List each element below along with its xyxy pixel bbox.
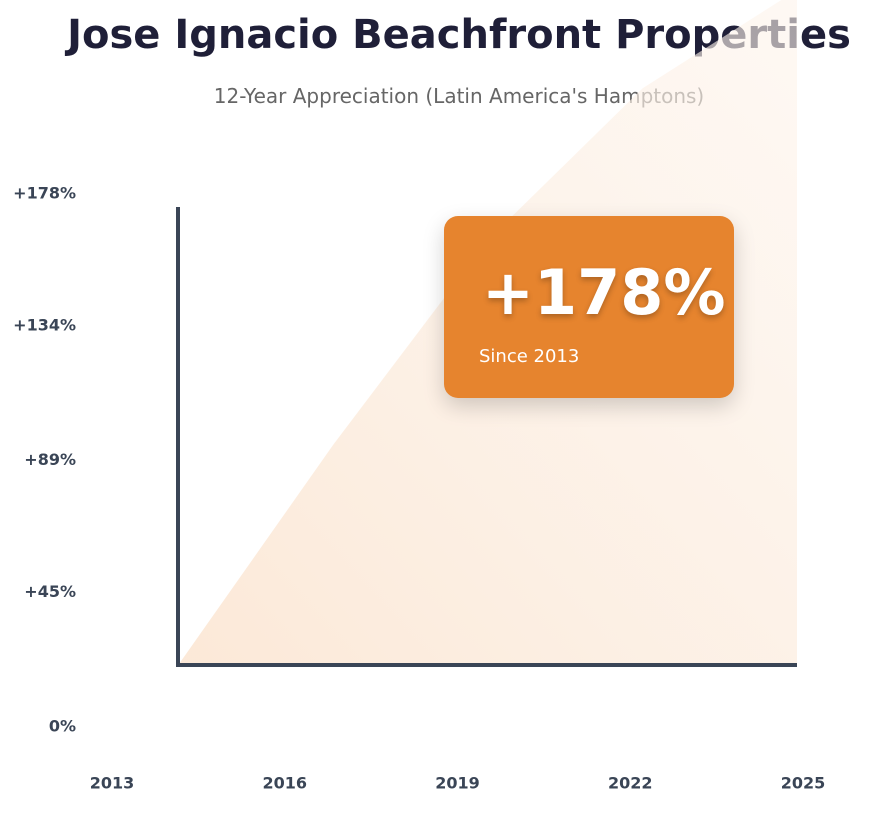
- x-tick-label: 2019: [435, 774, 480, 793]
- chart-subtitle: 12-Year Appreciation (Latin America's Ha…: [213, 84, 705, 108]
- y-tick-label: +45%: [24, 582, 76, 601]
- y-tick-label: +89%: [24, 450, 76, 469]
- x-tick-label: 2013: [90, 774, 135, 793]
- x-tick-label: 2016: [263, 774, 308, 793]
- y-tick-label: +134%: [13, 315, 76, 334]
- x-tick-label: 2022: [608, 774, 653, 793]
- total-appreciation-callout: +178% Since 2013: [444, 216, 734, 398]
- callout-caption: Since 2013: [479, 346, 580, 367]
- callout-value: +178%: [482, 256, 726, 329]
- y-tick-label: 0%: [49, 717, 76, 736]
- y-tick-label: +178%: [13, 184, 76, 203]
- x-tick-label: 2025: [781, 774, 826, 793]
